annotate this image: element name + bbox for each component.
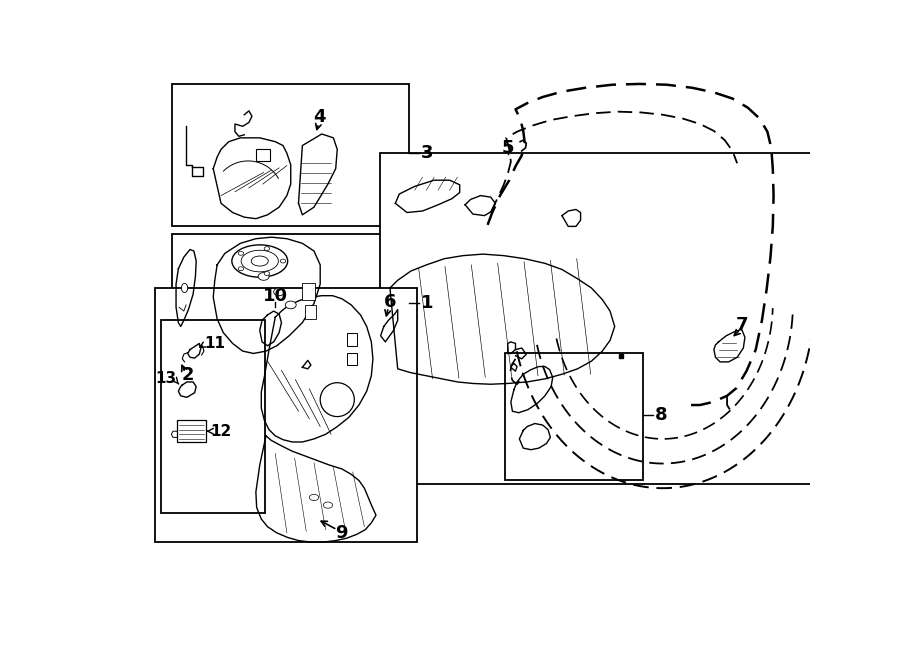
- Text: 13: 13: [155, 371, 176, 386]
- Text: 4: 4: [313, 108, 326, 126]
- Circle shape: [320, 383, 355, 416]
- Ellipse shape: [310, 494, 319, 500]
- Bar: [172, 84, 409, 226]
- Bar: [155, 288, 417, 542]
- Text: 8: 8: [655, 406, 668, 424]
- Ellipse shape: [241, 251, 278, 272]
- Ellipse shape: [285, 301, 296, 309]
- Ellipse shape: [274, 288, 284, 295]
- Text: 10: 10: [263, 287, 288, 305]
- Bar: [176, 420, 206, 442]
- Text: 1: 1: [421, 294, 434, 313]
- Bar: [172, 234, 409, 384]
- Text: 7: 7: [735, 316, 748, 334]
- Text: 6: 6: [383, 293, 396, 311]
- Ellipse shape: [265, 272, 270, 276]
- Ellipse shape: [251, 256, 268, 266]
- Text: 9: 9: [335, 524, 347, 542]
- Bar: [380, 153, 837, 485]
- Bar: [160, 321, 266, 513]
- Text: 2: 2: [182, 366, 194, 384]
- Bar: [346, 333, 357, 346]
- Bar: [346, 353, 357, 365]
- Bar: [505, 354, 643, 481]
- Ellipse shape: [238, 267, 244, 270]
- Ellipse shape: [232, 245, 288, 277]
- Ellipse shape: [280, 259, 285, 263]
- Bar: [305, 305, 316, 319]
- Text: 5: 5: [501, 139, 514, 157]
- Ellipse shape: [258, 272, 269, 280]
- Text: 12: 12: [211, 424, 231, 439]
- Bar: [256, 149, 270, 161]
- Bar: [302, 283, 315, 299]
- Ellipse shape: [323, 502, 333, 508]
- Text: 11: 11: [204, 336, 225, 351]
- Ellipse shape: [238, 251, 244, 255]
- Ellipse shape: [182, 284, 188, 293]
- Ellipse shape: [265, 247, 270, 251]
- Text: 3: 3: [421, 144, 434, 162]
